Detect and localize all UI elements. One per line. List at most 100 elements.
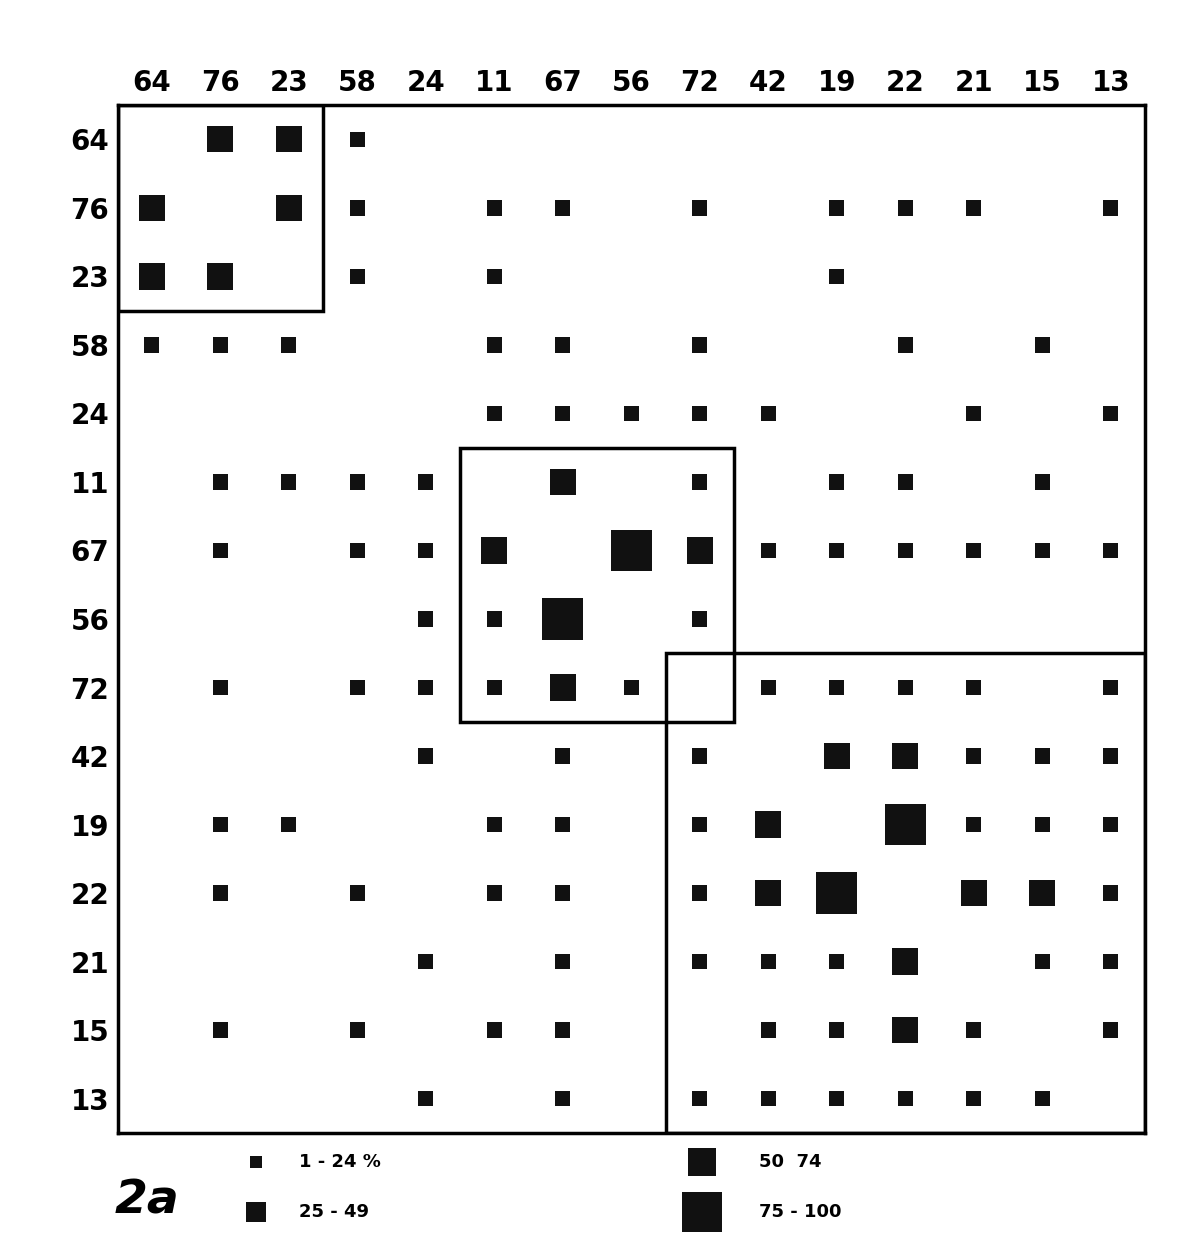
Bar: [487, 406, 502, 421]
Bar: [418, 612, 433, 626]
Bar: [556, 1091, 570, 1106]
Bar: [693, 612, 707, 626]
Bar: [666, 654, 1145, 1133]
Bar: [1035, 817, 1050, 832]
Bar: [349, 474, 365, 489]
Bar: [830, 474, 845, 489]
Bar: [349, 132, 365, 147]
Bar: [487, 680, 502, 695]
Bar: [556, 954, 570, 969]
Bar: [1035, 474, 1050, 489]
Bar: [487, 817, 502, 832]
Bar: [487, 885, 502, 900]
Bar: [1035, 749, 1050, 764]
Bar: [349, 1023, 365, 1037]
Bar: [898, 201, 913, 215]
Bar: [276, 126, 302, 152]
Bar: [761, 1091, 775, 1106]
Bar: [966, 406, 982, 421]
Bar: [139, 264, 165, 290]
Bar: [276, 194, 302, 222]
Bar: [418, 680, 433, 695]
Bar: [830, 1091, 845, 1106]
Bar: [487, 201, 502, 215]
Bar: [208, 126, 234, 152]
Bar: [212, 338, 228, 353]
Bar: [349, 543, 365, 558]
Bar: [543, 598, 583, 640]
Text: 1 - 24 %: 1 - 24 %: [299, 1154, 380, 1171]
Bar: [349, 885, 365, 900]
Bar: [487, 1023, 502, 1037]
Bar: [693, 201, 707, 215]
Bar: [212, 1023, 228, 1037]
Bar: [1103, 1023, 1119, 1037]
Text: 75 - 100: 75 - 100: [759, 1202, 841, 1221]
Bar: [349, 201, 365, 215]
Bar: [418, 1091, 433, 1106]
Bar: [550, 469, 576, 495]
Bar: [556, 817, 570, 832]
Bar: [892, 743, 918, 769]
Bar: [556, 406, 570, 421]
Bar: [460, 448, 734, 722]
Bar: [830, 543, 845, 558]
Bar: [1035, 1091, 1050, 1106]
Bar: [755, 880, 781, 906]
Bar: [898, 338, 913, 353]
Bar: [961, 880, 986, 906]
Bar: [1103, 201, 1119, 215]
Bar: [1103, 954, 1119, 969]
Bar: [693, 406, 707, 421]
Bar: [556, 885, 570, 900]
Bar: [118, 105, 323, 311]
Bar: [487, 269, 502, 284]
Bar: [693, 1091, 707, 1106]
Bar: [212, 817, 228, 832]
Bar: [349, 680, 365, 695]
Text: 2a: 2a: [114, 1179, 179, 1223]
Bar: [556, 749, 570, 764]
Bar: [830, 954, 845, 969]
Bar: [824, 743, 850, 769]
Bar: [487, 338, 502, 353]
Bar: [898, 474, 913, 489]
Bar: [830, 1023, 845, 1037]
Bar: [212, 885, 228, 900]
Bar: [830, 269, 845, 284]
Bar: [817, 873, 858, 914]
Bar: [687, 537, 713, 563]
Bar: [212, 474, 228, 489]
Bar: [624, 406, 638, 421]
Bar: [1035, 543, 1050, 558]
Text: 50  74: 50 74: [759, 1154, 821, 1171]
Bar: [1103, 680, 1119, 695]
Bar: [830, 680, 845, 695]
Bar: [418, 954, 433, 969]
Bar: [418, 749, 433, 764]
Bar: [208, 264, 234, 290]
Bar: [281, 817, 296, 832]
Bar: [693, 885, 707, 900]
Bar: [624, 680, 638, 695]
Bar: [966, 817, 982, 832]
Bar: [755, 811, 781, 838]
Bar: [281, 474, 296, 489]
Bar: [761, 1023, 775, 1037]
Bar: [761, 406, 775, 421]
Bar: [281, 338, 296, 353]
Bar: [556, 201, 570, 215]
Bar: [611, 530, 651, 571]
Bar: [487, 612, 502, 626]
Bar: [1035, 954, 1050, 969]
Bar: [898, 1091, 913, 1106]
Bar: [693, 749, 707, 764]
Bar: [481, 537, 507, 563]
Bar: [966, 749, 982, 764]
Bar: [885, 803, 926, 846]
Bar: [892, 1016, 918, 1044]
Bar: [1035, 338, 1050, 353]
Bar: [966, 543, 982, 558]
Bar: [1103, 406, 1119, 421]
Bar: [693, 817, 707, 832]
